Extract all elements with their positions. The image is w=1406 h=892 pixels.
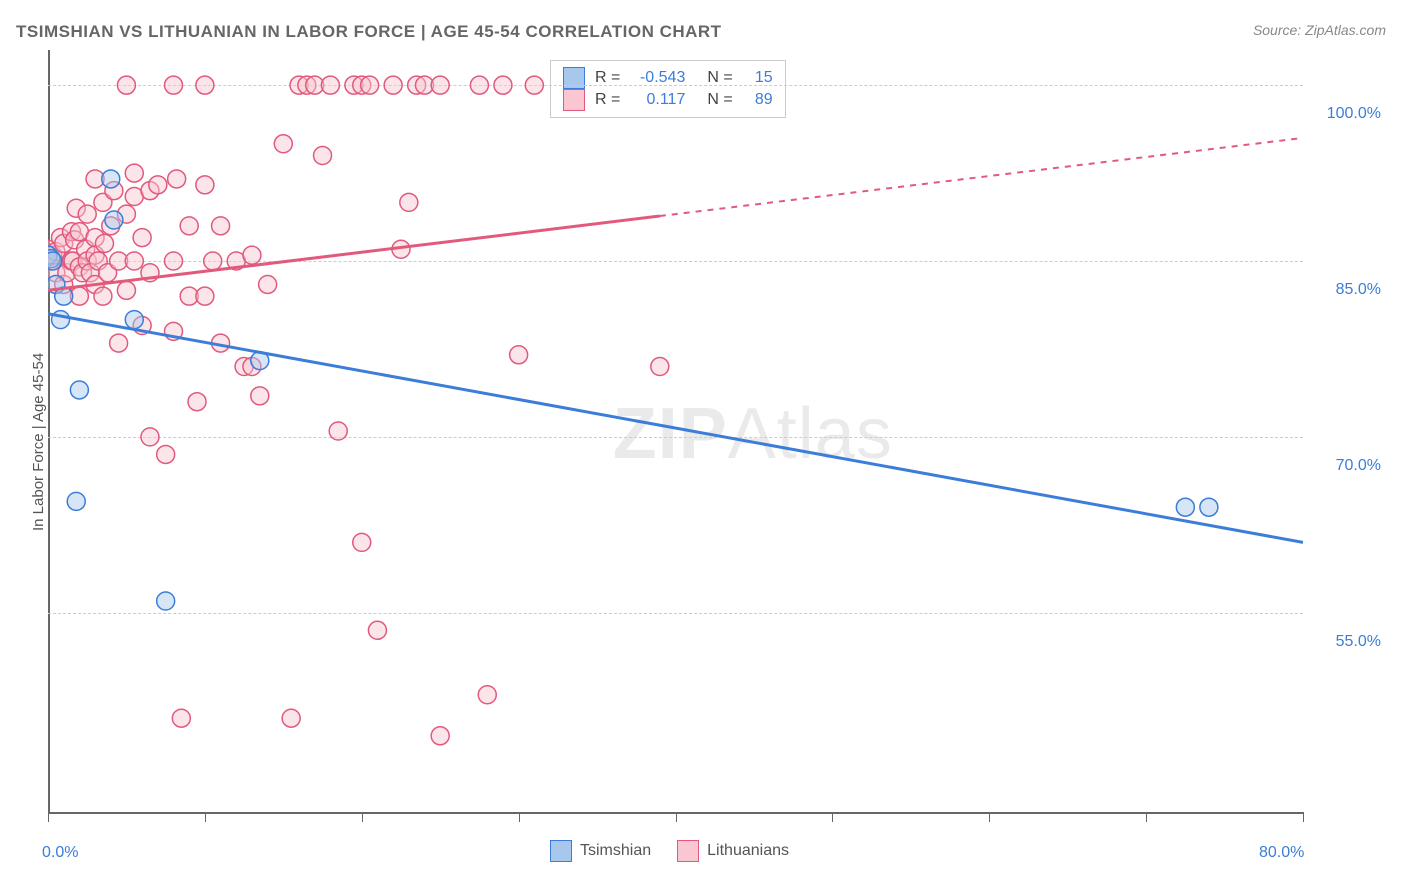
data-point xyxy=(125,252,143,270)
data-point xyxy=(157,592,175,610)
data-point xyxy=(384,76,402,94)
data-point xyxy=(165,252,183,270)
data-point xyxy=(157,445,175,463)
chart-svg xyxy=(0,0,1406,892)
data-point xyxy=(212,217,230,235)
data-point xyxy=(78,205,96,223)
data-point xyxy=(110,334,128,352)
trendline-solid xyxy=(48,314,1303,543)
data-point xyxy=(204,252,222,270)
data-point xyxy=(141,428,159,446)
data-point xyxy=(133,229,151,247)
data-point xyxy=(478,686,496,704)
data-point xyxy=(168,170,186,188)
data-point xyxy=(196,176,214,194)
trendline-dashed xyxy=(660,138,1303,216)
data-point xyxy=(494,76,512,94)
data-point xyxy=(651,358,669,376)
data-point xyxy=(361,76,379,94)
data-point xyxy=(125,164,143,182)
data-point xyxy=(52,311,70,329)
data-point xyxy=(510,346,528,364)
data-point xyxy=(196,287,214,305)
data-point xyxy=(102,170,120,188)
data-point xyxy=(470,76,488,94)
data-point xyxy=(353,533,371,551)
data-point xyxy=(314,147,332,165)
series-tsimshian xyxy=(39,170,1218,610)
data-point xyxy=(243,246,261,264)
data-point xyxy=(431,727,449,745)
data-point xyxy=(117,281,135,299)
data-point xyxy=(44,252,62,270)
data-point xyxy=(105,211,123,229)
data-point xyxy=(321,76,339,94)
data-point xyxy=(282,709,300,727)
data-point xyxy=(188,393,206,411)
data-point xyxy=(1176,498,1194,516)
data-point xyxy=(165,76,183,94)
data-point xyxy=(431,76,449,94)
data-point xyxy=(196,76,214,94)
data-point xyxy=(400,193,418,211)
data-point xyxy=(180,217,198,235)
data-point xyxy=(125,311,143,329)
data-point xyxy=(149,176,167,194)
data-point xyxy=(1200,498,1218,516)
data-point xyxy=(274,135,292,153)
data-point xyxy=(329,422,347,440)
trend-lithuanians xyxy=(48,138,1303,290)
data-point xyxy=(95,234,113,252)
data-point xyxy=(67,492,85,510)
data-point xyxy=(525,76,543,94)
trend-tsimshian xyxy=(48,314,1303,543)
data-point xyxy=(251,387,269,405)
data-point xyxy=(94,287,112,305)
data-point xyxy=(368,621,386,639)
data-point xyxy=(70,381,88,399)
data-point xyxy=(259,275,277,293)
data-point xyxy=(117,76,135,94)
data-point xyxy=(172,709,190,727)
